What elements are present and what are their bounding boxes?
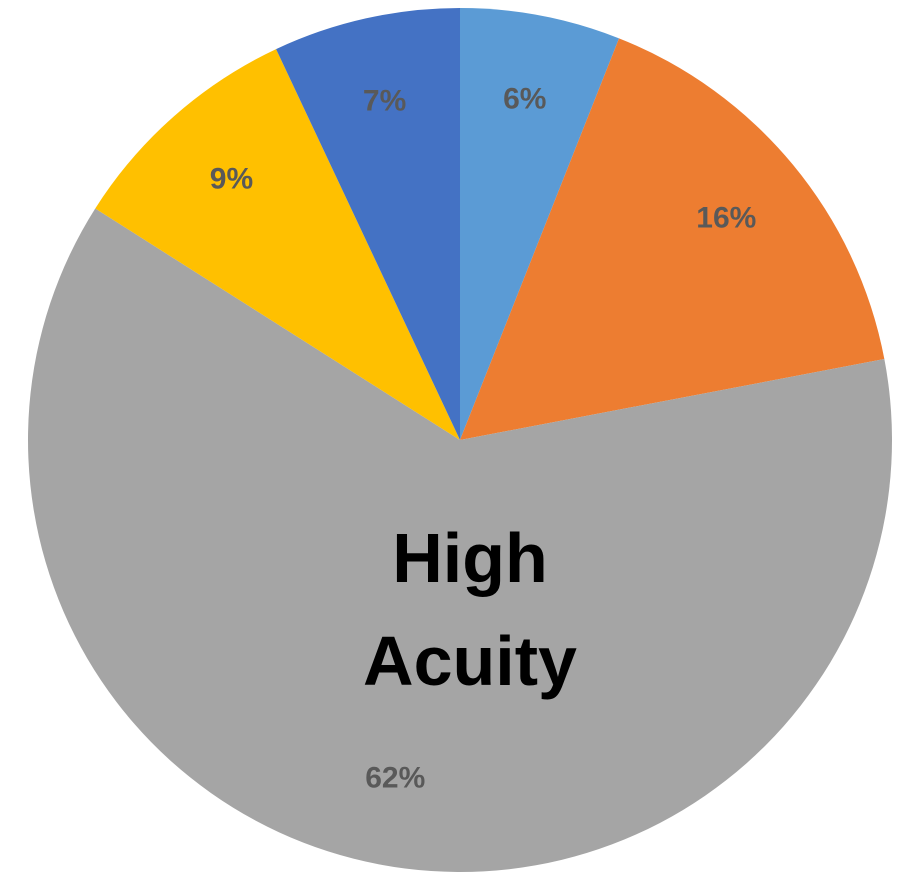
pie-slice-7pct — [276, 8, 460, 440]
pie-slices — [27, 8, 893, 873]
pie-slice-6pct — [460, 8, 620, 440]
slice-label-7pct: 7% — [363, 85, 406, 118]
pie-slice-9pct — [95, 49, 460, 440]
pie-slice-labels: 6% 16% 62% 9% 7% — [210, 82, 757, 794]
slice-label-16pct: 16% — [696, 202, 756, 235]
slice-label-62pct: 62% — [365, 761, 425, 794]
center-annotation-line1: High — [392, 519, 548, 597]
pie-slice-16pct — [460, 38, 885, 441]
center-annotation-line2: Acuity — [363, 622, 577, 700]
slice-label-9pct: 9% — [210, 163, 253, 196]
pie-slice-62pct — [27, 208, 893, 873]
slice-label-6pct: 6% — [503, 82, 546, 115]
